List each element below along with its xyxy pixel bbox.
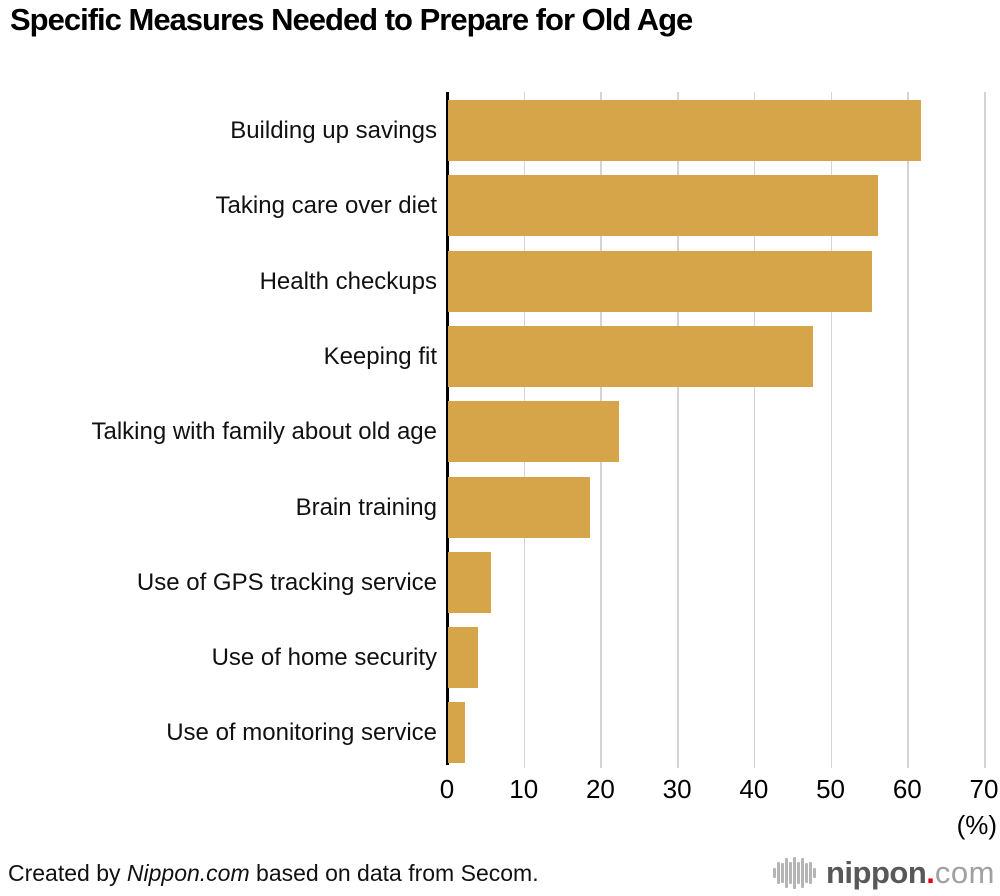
category-label: Use of monitoring service	[166, 719, 437, 747]
x-tick-label: 0	[439, 774, 455, 804]
gridline-30	[677, 92, 679, 768]
bar	[448, 325, 814, 387]
soundwave-bar	[777, 862, 780, 884]
soundwave-bar	[781, 863, 784, 883]
credit-suffix: based on data from Secom.	[249, 860, 539, 886]
gridline-40	[753, 92, 756, 768]
credit-source: Nippon.com	[126, 860, 250, 886]
chart-title: Specific Measures Needed to Prepare for …	[10, 2, 693, 37]
soundwave-bar	[809, 862, 812, 884]
nippon-logo: nippon . com	[773, 853, 995, 893]
x-tick-label: 70	[969, 774, 999, 804]
x-tick-label: 20	[585, 774, 615, 804]
x-axis-unit-label: (%)	[956, 810, 997, 840]
logo-red-dot: .	[926, 855, 935, 890]
soundwave-bar	[797, 861, 800, 885]
bar	[448, 627, 478, 689]
gridline-50	[830, 92, 833, 768]
gridline-60	[907, 92, 909, 768]
soundwave-bar	[773, 868, 776, 878]
soundwave-bars-icon	[773, 853, 817, 893]
bar	[448, 250, 873, 312]
plot-area	[446, 92, 986, 768]
x-tick-label: 30	[662, 774, 692, 804]
gridline-70	[984, 92, 986, 768]
logo-text-nippon: nippon	[826, 855, 927, 890]
credit-prefix: Created by	[8, 860, 127, 886]
soundwave-bar	[813, 868, 816, 878]
category-label: Use of GPS tracking service	[136, 568, 437, 596]
category-label: Use of home security	[211, 644, 437, 672]
logo-text-com: com	[934, 855, 995, 890]
x-tick-label: 40	[739, 774, 769, 804]
soundwave-bar	[801, 858, 804, 888]
soundwave-bar	[785, 858, 788, 888]
soundwave-bar	[789, 861, 792, 885]
x-tick-label: 50	[816, 774, 846, 804]
bar	[448, 476, 590, 538]
category-label: Taking care over diet	[215, 192, 437, 220]
category-label: Building up savings	[230, 117, 437, 144]
category-label: Keeping fit	[323, 342, 437, 370]
bar	[448, 175, 879, 237]
y-axis-line	[446, 92, 449, 765]
category-label: Health checkups	[259, 267, 437, 295]
category-label: Talking with family about old age	[91, 418, 437, 446]
category-label: Brain training	[295, 493, 437, 521]
x-tick-label: 60	[892, 774, 922, 804]
bar	[448, 702, 465, 764]
bar	[448, 551, 491, 613]
soundwave-bar	[805, 863, 808, 883]
bar	[448, 401, 620, 463]
x-tick-label: 10	[509, 774, 539, 804]
bar	[448, 100, 921, 161]
soundwave-bar	[793, 857, 796, 889]
credit-line: Created by Nippon.com based on data from…	[8, 860, 539, 887]
